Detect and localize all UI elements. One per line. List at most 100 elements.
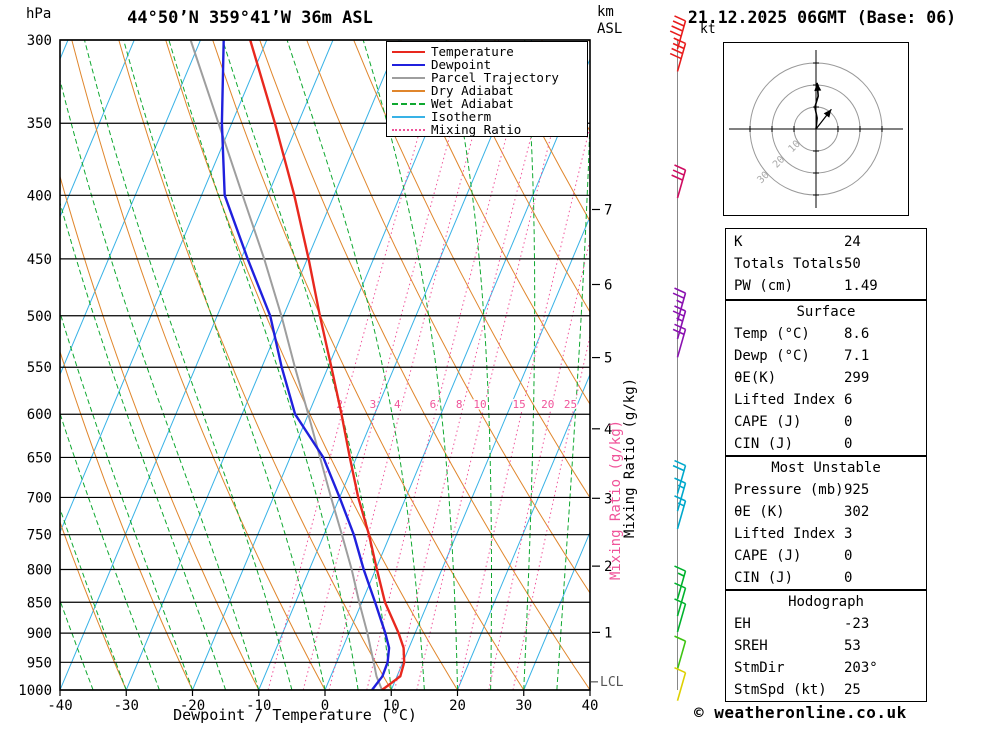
svg-text:0: 0	[321, 698, 329, 714]
page-title: 44°50’N 359°41’W 36m ASL	[127, 8, 373, 28]
legend-swatch	[392, 115, 425, 118]
stats-label: StmDir	[734, 660, 785, 676]
stats-row: Lifted Index 6	[726, 389, 926, 411]
svg-text:750: 750	[27, 528, 52, 544]
wind-barb	[669, 37, 687, 72]
stats-row: StmSpd (kt) 25	[726, 679, 926, 701]
svg-text:8: 8	[456, 398, 463, 411]
stats-row: Totals Totals 50	[726, 253, 926, 275]
svg-text:30: 30	[515, 698, 532, 714]
stats-value: 6	[844, 392, 853, 408]
legend-swatch	[392, 89, 425, 92]
skewt-diagram: 2 3 4 6 8 10 15 20 25300350400450500550600650700…	[18, 15, 687, 714]
hodograph-trace	[814, 82, 820, 130]
svg-text:6: 6	[430, 398, 437, 411]
stats-row: Dewp (°C) 7.1	[726, 345, 926, 367]
stats-row: K 24	[726, 231, 926, 253]
pressure-axis-labels: 300 350 400 450 500 550 600 650 700 750 800 850 900 9…	[18, 33, 52, 699]
temperature-axis-label: Dewpoint / Temperature (°C)	[173, 706, 417, 724]
stats-label: Totals Totals	[734, 256, 844, 272]
svg-text:6: 6	[604, 277, 612, 293]
copyright-label: © weatheronline.co.uk	[694, 703, 907, 722]
legend-item: Parcel Trajectory	[392, 71, 587, 84]
wind-barb	[674, 666, 687, 701]
wind-barb	[674, 635, 687, 670]
stats-label: CIN (J)	[734, 570, 794, 586]
stats-section: Most Unstable Pressure (mb) 925 θE (K) 302 Li…	[725, 456, 927, 590]
legend-swatch	[392, 128, 425, 131]
legend-item: Mixing Ratio	[392, 123, 587, 136]
stats-section: Hodograph EH -23 SREH 53 StmDir 203° StmSpd (kt…	[725, 590, 927, 702]
legend-label: Isotherm	[431, 109, 492, 124]
wind-barb	[672, 305, 687, 340]
stats-label: PW (cm)	[734, 278, 794, 294]
isotherms	[60, 40, 590, 690]
stats-label: CAPE (J)	[734, 548, 802, 564]
stats-value: 203°	[844, 660, 878, 676]
stats-section-header: Surface	[796, 304, 856, 320]
stats-value: 7.1	[844, 348, 870, 364]
stats-value: 3	[844, 526, 853, 542]
stats-value: 25	[844, 682, 861, 698]
svg-text:20: 20	[541, 398, 554, 411]
svg-text:-10: -10	[246, 698, 271, 714]
wind-barb	[672, 323, 687, 358]
stats-label: Lifted Index	[734, 392, 836, 408]
svg-text:950: 950	[27, 655, 52, 671]
svg-text:600: 600	[27, 407, 52, 423]
legend-swatch	[392, 102, 425, 105]
legend-label: Dewpoint	[431, 57, 492, 72]
svg-text:900: 900	[27, 626, 52, 642]
legend-label: Temperature	[431, 44, 514, 59]
svg-text:15: 15	[513, 398, 526, 411]
stats-row: Pressure (mb) 925	[726, 479, 926, 501]
svg-text:550: 550	[27, 360, 52, 376]
stats-label: Temp (°C)	[734, 326, 810, 342]
stats-row: EH -23	[726, 613, 926, 635]
stats-row: θE (K) 302	[726, 501, 926, 523]
legend-label: Wet Adiabat	[431, 96, 514, 111]
mixing-ratio-axis-label: Mixing Ratio (g/kg)	[622, 378, 638, 538]
svg-text:450: 450	[27, 252, 52, 268]
svg-text:LCL: LCL	[600, 675, 624, 690]
svg-text:10: 10	[473, 398, 486, 411]
stats-row: θE(K) 299	[726, 367, 926, 389]
svg-text:300: 300	[27, 33, 52, 49]
wind-barb	[674, 477, 687, 512]
stats-value: 53	[844, 638, 861, 654]
temperature-axis-ticks: -40 -30 -20 -10 0 10 20 30 40	[47, 690, 598, 714]
wind-barb	[674, 598, 687, 633]
stats-value: -23	[844, 616, 870, 632]
legend-item: Temperature	[392, 45, 587, 58]
legend-label: Mixing Ratio	[431, 122, 522, 137]
svg-text:850: 850	[27, 595, 52, 611]
stats-section: Surface Temp (°C) 8.6 Dewp (°C) 7.1 θE(K) 299 L…	[725, 300, 927, 456]
stats-row: SREH 53	[726, 635, 926, 657]
svg-text:500: 500	[27, 309, 52, 325]
dewpoint-curve	[220, 40, 391, 690]
stats-label: θE (K)	[734, 504, 785, 520]
stats-value: 302	[844, 504, 870, 520]
legend-item: Dewpoint	[392, 58, 587, 71]
stats-value: 299	[844, 370, 870, 386]
stats-section-header: Hodograph	[788, 594, 864, 610]
stats-value: 0	[844, 436, 853, 452]
stats-label: Pressure (mb)	[734, 482, 844, 498]
svg-text:400: 400	[27, 188, 52, 204]
svg-text:-20: -20	[180, 698, 205, 714]
temperature-curve	[249, 40, 406, 690]
parcel-trajectory-curve	[189, 40, 383, 690]
svg-text:-40: -40	[47, 698, 72, 714]
stats-label: SREH	[734, 638, 768, 654]
svg-text:2: 2	[604, 559, 612, 575]
hodograph-unit-label: kt	[700, 22, 716, 37]
svg-text:4: 4	[394, 398, 401, 411]
stats-row: CIN (J) 0	[726, 567, 926, 589]
svg-text:20: 20	[449, 698, 466, 714]
altitude-axis-unit-asl: ASL	[597, 21, 623, 37]
pressure-axis-unit: hPa	[26, 6, 52, 22]
legend-label: Parcel Trajectory	[431, 70, 559, 85]
legend-item: Wet Adiabat	[392, 97, 587, 110]
svg-text:-30: -30	[114, 698, 139, 714]
